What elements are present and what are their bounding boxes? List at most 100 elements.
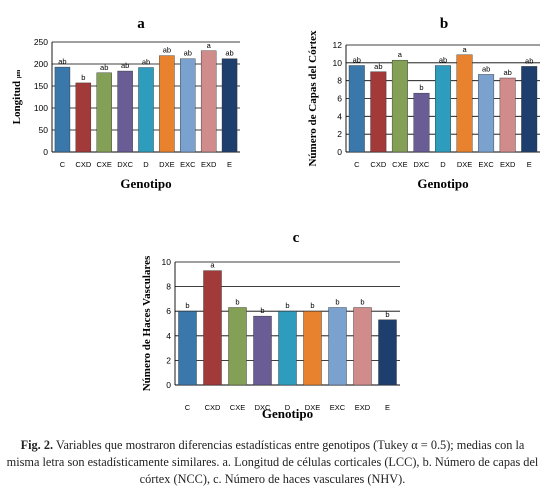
chart-b: b 0 2 4 6 8 10 12 ab Cab CXD a CXE b DXC ab Da DXE ab EXC ab… <box>307 16 540 191</box>
bar <box>75 82 92 153</box>
data-label: b <box>260 306 264 315</box>
bar <box>221 58 238 153</box>
x-tick-label: E <box>385 403 390 412</box>
chart-title: c <box>293 230 300 246</box>
bar <box>54 66 71 153</box>
bar <box>413 92 430 153</box>
chart-a: a 0 50 100 150 200 250 ab Cb CXD ab CXE ab DXC ab Dab DX… <box>11 16 240 191</box>
bar <box>138 67 154 153</box>
data-label: ab <box>142 58 150 67</box>
y-tick-label: 4 <box>166 331 171 341</box>
x-tick-label: DXC <box>255 403 271 412</box>
data-label: b <box>81 73 85 82</box>
data-label: b <box>285 301 289 310</box>
data-label: ab <box>503 68 511 77</box>
x-tick-label: CXE <box>392 160 407 169</box>
x-tick-label: D <box>440 160 446 169</box>
x-tick-label: DXC <box>117 160 133 169</box>
data-label: b <box>185 301 189 310</box>
bar <box>456 54 473 153</box>
chart-c: c 0 2 4 6 8 10 b Ca CXD b CXE b DXC b Db DXE b EXC b EXD b E Ge… <box>141 230 400 421</box>
data-label: ab <box>225 49 233 58</box>
data-label: ab <box>482 64 490 73</box>
y-axis-unit: µm <box>16 70 22 78</box>
bar <box>348 65 365 153</box>
data-label: b <box>419 83 423 92</box>
data-label: b <box>385 310 389 319</box>
bar <box>200 50 217 153</box>
x-tick-label: C <box>354 160 360 169</box>
bar <box>178 311 197 386</box>
x-axis-title: Genotipo <box>262 406 313 421</box>
y-tick-label: 8 <box>166 282 171 292</box>
x-tick-label: D <box>285 403 291 412</box>
data-label: b <box>335 298 339 307</box>
caption-fig-label: Fig. 2. <box>20 438 54 452</box>
data-label: ab <box>121 61 129 70</box>
y-tick-label: 4 <box>337 111 342 121</box>
data-label: b <box>360 298 364 307</box>
x-tick-label: EXC <box>180 160 196 169</box>
x-tick-label: DXE <box>159 160 174 169</box>
data-label: ab <box>353 56 361 65</box>
bar <box>478 74 495 153</box>
bar <box>328 307 347 386</box>
x-tick-label: EXC <box>478 160 494 169</box>
y-axis-title: Número de Capas del Córtex <box>307 30 319 167</box>
caption-text: Variables que mostraron diferencias esta… <box>6 438 539 486</box>
x-axis-title: Genotipo <box>120 176 171 191</box>
x-tick-label: EXD <box>355 403 371 412</box>
data-label: ab <box>163 46 171 55</box>
bar <box>378 319 397 386</box>
data-label: a <box>462 45 467 54</box>
x-axis-title: Genotipo <box>417 176 468 191</box>
x-tick-label: CXD <box>205 403 221 412</box>
y-tick-label: 10 <box>333 58 343 68</box>
y-tick-label: 150 <box>34 81 48 91</box>
chart-title: b <box>440 16 448 32</box>
bar <box>303 311 322 386</box>
bar <box>159 55 175 153</box>
x-tick-label: CXD <box>370 160 386 169</box>
y-tick-label: 12 <box>333 40 343 50</box>
data-label: ab <box>374 62 382 71</box>
x-tick-label: EXC <box>330 403 346 412</box>
bar <box>521 66 538 153</box>
bar <box>391 59 408 153</box>
bar <box>203 270 222 386</box>
x-tick-label: EXD <box>201 160 217 169</box>
bar <box>253 315 272 386</box>
x-tick-label: C <box>60 160 66 169</box>
y-tick-label: 2 <box>166 355 171 365</box>
data-label: ab <box>100 63 108 72</box>
y-axis-title: Longitud µm <box>11 70 23 125</box>
x-tick-label: E <box>527 160 532 169</box>
y-tick-label: 0 <box>43 147 48 157</box>
y-tick-label: 6 <box>337 94 342 104</box>
chart-title: a <box>137 16 145 32</box>
y-tick-label: 10 <box>162 257 172 267</box>
figure-caption: Fig. 2. Variables que mostraron diferenc… <box>4 437 541 488</box>
y-tick-label: 100 <box>34 103 48 113</box>
data-label: ab <box>58 57 66 66</box>
x-tick-label: C <box>185 403 191 412</box>
bar <box>228 307 247 386</box>
data-label: ab <box>439 56 447 65</box>
y-tick-label: 0 <box>337 147 342 157</box>
data-label: a <box>207 41 212 50</box>
y-tick-label: 6 <box>166 306 171 316</box>
y-tick-label: 50 <box>39 125 49 135</box>
bar <box>180 58 196 153</box>
y-tick-label: 2 <box>337 129 342 139</box>
y-tick-label: 0 <box>166 380 171 390</box>
bar <box>278 311 297 386</box>
bar <box>353 307 372 386</box>
bar <box>96 72 112 153</box>
y-tick-label: 8 <box>337 76 342 86</box>
x-tick-label: CXE <box>97 160 112 169</box>
x-tick-label: DXE <box>457 160 472 169</box>
x-tick-label: E <box>227 160 232 169</box>
data-label: a <box>210 261 215 270</box>
data-label: ab <box>525 56 533 65</box>
